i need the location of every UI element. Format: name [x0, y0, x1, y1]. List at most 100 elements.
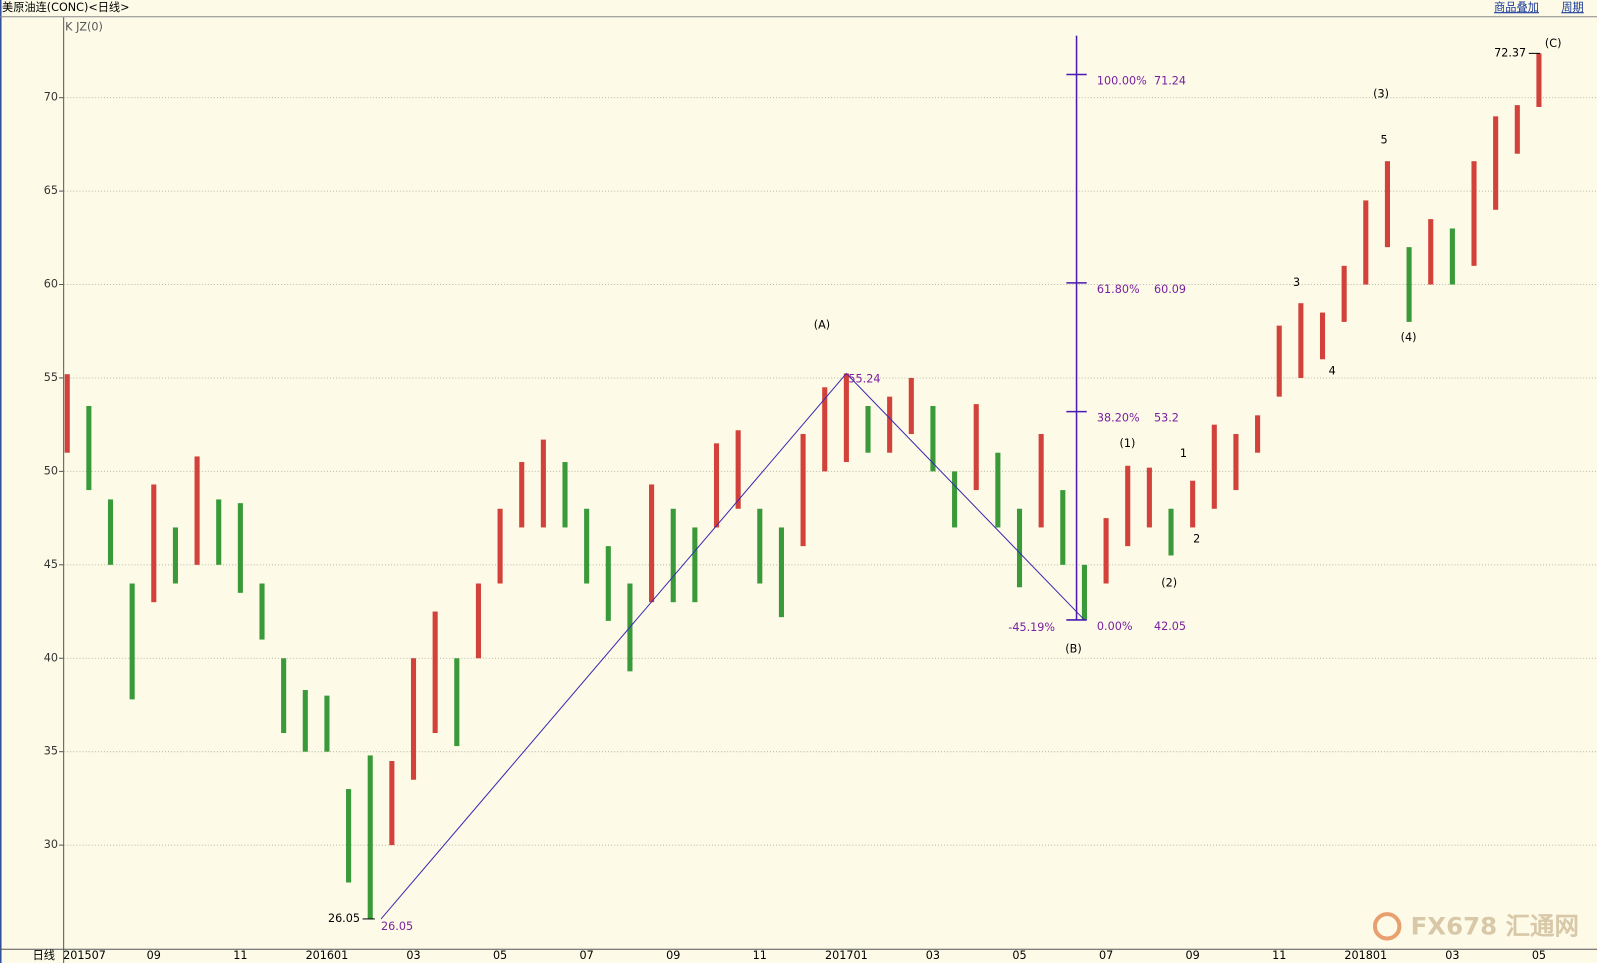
price-bar: [519, 462, 525, 528]
price-bar: [1038, 434, 1044, 528]
x-tick-label: 201701: [825, 949, 868, 962]
retracement-label: -45.19%: [1008, 621, 1055, 634]
x-tick-label: 07: [580, 949, 594, 962]
wave-label: (A): [814, 319, 830, 332]
price-bar: [692, 527, 698, 603]
x-tick-label: 09: [666, 949, 680, 962]
price-bar: [670, 508, 676, 603]
x-tick-label: 09: [147, 949, 161, 962]
price-bar: [151, 484, 157, 603]
wave-label: (2): [1161, 576, 1177, 589]
watermark-logo: [1372, 912, 1402, 941]
wave-label: 5: [1381, 133, 1388, 146]
wave-label: (3): [1373, 88, 1389, 101]
price-bar: [410, 658, 417, 780]
price-bar: [735, 430, 741, 509]
wave-label: 2: [1193, 533, 1200, 546]
x-tick-label: 03: [406, 949, 420, 962]
price-bar: [1319, 312, 1326, 360]
indicator-label: K JZ(0): [65, 20, 103, 33]
price-bar: [952, 471, 958, 528]
x-tick-label: 05: [1012, 949, 1026, 962]
wave-label: 3: [1293, 276, 1300, 289]
period-button[interactable]: 周期: [1561, 1, 1583, 14]
price-bar: [1211, 424, 1217, 509]
price-bar: [1146, 467, 1152, 528]
price-bar: [584, 508, 590, 584]
x-tick-label: 07: [1099, 949, 1113, 962]
price-bar: [1449, 228, 1455, 285]
fib-value: 60.09: [1154, 283, 1186, 296]
x-tick-label: 201507: [63, 949, 106, 962]
y-tick-label: 60: [44, 278, 58, 291]
price-bar: [454, 658, 460, 747]
price-bar: [1384, 161, 1390, 248]
price-bar: [778, 527, 784, 618]
price-bar: [713, 443, 720, 528]
fib-percent: 0.00%: [1097, 620, 1133, 633]
x-tick-label: 11: [1272, 949, 1286, 962]
price-bar: [843, 373, 849, 463]
x-tick-label: 05: [493, 949, 507, 962]
x-tick-label: 03: [926, 949, 940, 962]
extreme-label: 26.05: [328, 912, 360, 925]
fib-percent: 100.00%: [1097, 75, 1147, 88]
watermark: FX678 汇通网: [1411, 911, 1579, 940]
price-bar: [324, 695, 330, 752]
wave-label: (4): [1401, 331, 1417, 344]
price-bar: [1168, 508, 1174, 556]
x-tick-label: 201801: [1344, 949, 1387, 962]
y-tick-label: 45: [44, 558, 58, 571]
price-bar: [908, 377, 914, 435]
price-bar: [432, 611, 438, 734]
price-bar: [930, 405, 936, 472]
y-tick-label: 30: [44, 838, 58, 851]
price-bar: [475, 583, 481, 659]
price-bar: [1363, 200, 1369, 285]
price-bar: [1276, 325, 1282, 397]
wave-label: (C): [1545, 37, 1562, 50]
fib-percent: 38.20%: [1097, 412, 1140, 425]
price-bar: [1190, 480, 1196, 528]
price-bar: [497, 508, 503, 584]
price-bar: [237, 503, 243, 593]
wave-label: (B): [1065, 642, 1081, 655]
price-bar: [129, 583, 135, 700]
overlay-button[interactable]: 商品叠加: [1494, 0, 1539, 14]
y-tick-label: 35: [44, 745, 58, 758]
fib-percent: 61.80%: [1097, 283, 1140, 296]
x-tick-label: 09: [1186, 949, 1200, 962]
price-bar: [1255, 415, 1261, 453]
price-bar: [1081, 564, 1087, 620]
price-bar: [1514, 105, 1520, 154]
price-bar: [1471, 161, 1477, 266]
zigzag-label: 55.24: [848, 373, 880, 386]
price-bar: [259, 583, 265, 640]
price-bar: [995, 452, 1001, 528]
price-bar: [1406, 247, 1412, 322]
price-bar: [1016, 508, 1023, 588]
header-title: 美原油连(CONC)<日线>: [2, 0, 129, 14]
y-tick-label: 70: [44, 91, 58, 104]
wave-label: (1): [1120, 437, 1136, 450]
fib-value: 42.05: [1154, 620, 1186, 633]
price-bar: [649, 484, 655, 603]
price-bar: [172, 527, 178, 584]
price-bar: [281, 658, 287, 734]
price-bar: [800, 434, 806, 547]
price-bar: [973, 404, 979, 491]
price-bar: [1060, 490, 1066, 565]
price-bar: [562, 462, 568, 528]
price-bar: [605, 546, 611, 621]
zigzag-label: 26.05: [381, 920, 413, 933]
x-tick-label: 11: [753, 949, 767, 962]
y-tick-label: 50: [44, 464, 58, 477]
price-bar: [64, 374, 70, 453]
x-tick-label: 201601: [306, 949, 349, 962]
x-tick-label: 05: [1532, 949, 1546, 962]
price-bar: [1493, 116, 1499, 210]
price-bar: [887, 396, 893, 453]
